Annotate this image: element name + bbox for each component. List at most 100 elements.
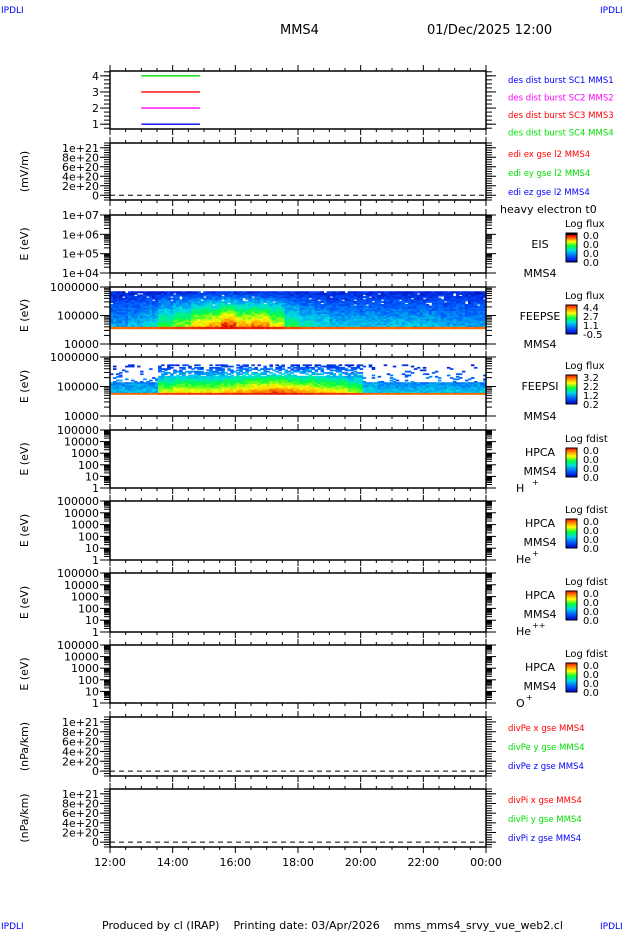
spectrogram-cell (266, 368, 270, 370)
spectrogram-cell (116, 388, 120, 391)
spectrogram-cell (119, 392, 123, 395)
spectrogram-cell (236, 382, 240, 384)
spectrogram-cell (452, 321, 457, 324)
spectrogram-cell (302, 307, 307, 310)
spectrogram-cell (419, 382, 424, 384)
spectrogram-cell (197, 300, 201, 303)
spectrogram-cell (443, 313, 448, 316)
spectrogram-cell (194, 300, 198, 303)
spectrogram-cell (128, 311, 132, 315)
spectrogram-cell (302, 319, 307, 323)
spectrogram-cell (371, 311, 376, 315)
spectrogram-cell (389, 310, 394, 313)
spectrogram-cell (347, 365, 352, 368)
spectrogram-cell (368, 392, 373, 395)
spectrogram-cell (200, 305, 204, 308)
spectrogram-cell (254, 378, 258, 381)
spectrogram-cell (137, 383, 141, 386)
spectrogram-cell (167, 377, 171, 379)
spectrogram-cell (173, 297, 177, 300)
spectrogram-cell (221, 324, 225, 327)
spectrogram-cell (158, 313, 162, 316)
spectrogram-cell (227, 300, 231, 303)
spectrogram-cell (239, 319, 243, 323)
spectrogram-cell (473, 300, 478, 303)
spectrogram-cell (239, 380, 243, 383)
spectrogram-cell (149, 391, 153, 393)
spectrogram-cell (242, 389, 246, 392)
spectrogram-cell (251, 389, 255, 392)
spectrogram-cell (179, 377, 183, 379)
spectrogram-cell (335, 302, 340, 305)
spectrogram-cell (269, 318, 273, 321)
spectrogram-cell (143, 316, 147, 319)
spectrogram-cell (419, 383, 424, 386)
spectrogram-cell (407, 319, 412, 323)
spectrogram-cell (269, 375, 273, 378)
spectrogram-cell (137, 326, 141, 330)
spectrogram-cell (203, 383, 207, 386)
spectrogram-cell (209, 379, 213, 382)
spectrogram-cell (245, 392, 249, 395)
spectrogram-cell (413, 319, 418, 323)
spectrogram-cell (260, 372, 264, 374)
spectrogram-cell (230, 323, 234, 326)
spectrogram-cell (437, 307, 442, 310)
spectrogram-cell (263, 389, 267, 392)
spectrogram-cell (245, 313, 249, 316)
spectrogram-cell (398, 386, 403, 388)
spectrogram-cell (149, 302, 153, 305)
spectrogram-cell (212, 375, 216, 378)
spectrogram-cell (335, 294, 340, 297)
spectrogram-cell (182, 389, 186, 392)
spectrogram-cell (338, 326, 343, 330)
spectrogram-cell (275, 323, 279, 326)
spectrogram-cell (365, 315, 370, 318)
spectrogram-cell (146, 323, 150, 326)
spectrogram-cell (161, 308, 165, 311)
spectrogram-cell (269, 364, 273, 367)
spectrogram-cell (302, 294, 307, 297)
spectrogram-cell (182, 297, 186, 300)
spectrogram-cell (422, 304, 427, 307)
spectrogram-cell (353, 310, 358, 313)
spectrogram-cell (380, 315, 385, 318)
spectrogram-cell (428, 321, 433, 324)
spectrogram-cell (272, 291, 276, 294)
spectrogram-cell (383, 319, 388, 323)
spectrogram-cell (305, 307, 310, 310)
spectrogram-cell (365, 384, 370, 387)
spectrogram-cell (410, 387, 415, 390)
spectrogram-cell (404, 389, 409, 392)
spectrogram-cell (161, 380, 165, 383)
spectrogram-cell (311, 291, 316, 294)
spectrogram-cell (296, 302, 301, 305)
spectrogram-cell (419, 384, 424, 387)
spectrogram-cell (182, 382, 186, 384)
spectrogram-cell (191, 326, 195, 330)
spectrogram-cell (188, 366, 192, 369)
spectrogram-cell (239, 377, 243, 379)
spectrogram-cell (185, 291, 189, 294)
spectrogram-cell (398, 321, 403, 324)
spectrogram-cell (413, 392, 418, 395)
spectrogram-cell (284, 372, 288, 374)
spectrogram-cell (329, 373, 334, 376)
spectrogram-cell (386, 324, 391, 327)
spectrogram-cell (236, 388, 240, 391)
spectrogram-cell (368, 382, 373, 384)
spectrogram-cell (272, 305, 276, 308)
spectrogram-cell (314, 326, 319, 330)
spectrogram-cell (140, 296, 144, 299)
spectrogram-cell (266, 305, 270, 308)
spectrogram-cell (167, 310, 171, 313)
spectrogram-cell (179, 311, 183, 315)
spectrogram-cell (341, 296, 346, 299)
spectrogram-cell (260, 311, 264, 315)
spectrogram-cell (263, 307, 267, 310)
spectrogram-cell (389, 294, 394, 297)
spectrogram-cell (443, 319, 448, 323)
spectrogram-cell (449, 308, 454, 311)
spectrogram-cell (308, 296, 313, 299)
spectrogram-cell (233, 296, 237, 299)
